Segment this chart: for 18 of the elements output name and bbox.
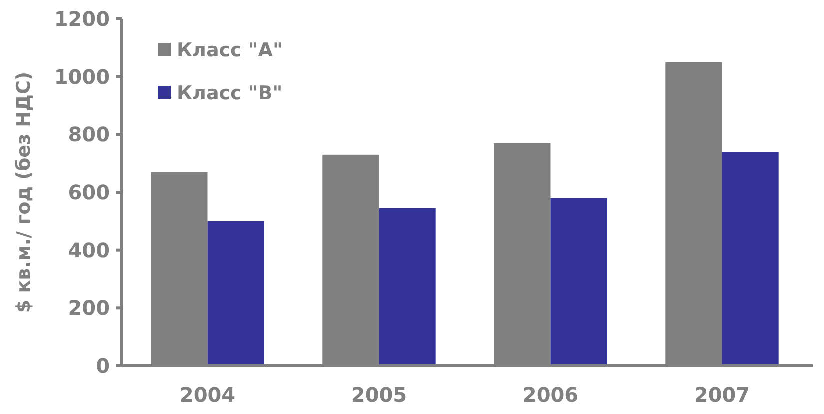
bar <box>208 221 264 366</box>
bar <box>550 198 608 366</box>
y-tick-label: 200 <box>68 296 110 320</box>
y-axis-title: $ кв.м./ год (без НДС) <box>13 72 35 314</box>
y-tick-label: 1000 <box>54 64 110 89</box>
y-tick-label: 800 <box>68 122 110 147</box>
legend-label: Класс "B" <box>177 82 283 105</box>
y-tick-label: 600 <box>68 180 110 204</box>
y-tick-label: 0 <box>96 354 110 378</box>
bar <box>379 208 436 366</box>
y-tick-label: 1200 <box>54 7 110 31</box>
bar <box>722 152 779 366</box>
legend-label: Класс "A" <box>177 40 283 62</box>
x-tick-label: 2005 <box>351 383 408 407</box>
x-tick-label: 2007 <box>694 383 750 407</box>
y-tick-label: 400 <box>68 238 110 262</box>
x-tick-label: 2006 <box>522 383 579 407</box>
x-tick-label: 2004 <box>180 383 236 407</box>
